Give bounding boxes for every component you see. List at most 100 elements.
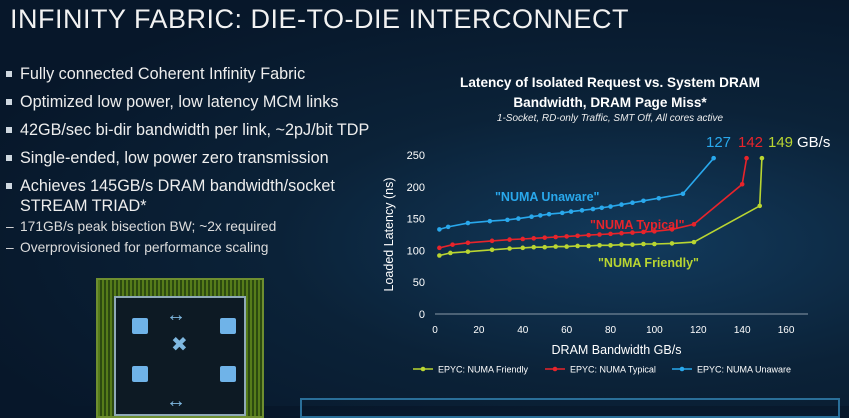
- data-point-friendly: [759, 155, 765, 161]
- x-tick-label: 100: [646, 325, 663, 336]
- data-point-unaware: [619, 202, 624, 207]
- slide-title: INFINITY FABRIC: DIE-TO-DIE INTERCONNECT: [10, 4, 630, 34]
- data-point-typical: [564, 234, 569, 239]
- legend-marker: [679, 366, 685, 372]
- x-tick-label: 0: [432, 325, 438, 336]
- latency-chart: 0 50 100 150 200 250 0 20 40 60 80 100 120 140 160 Load…: [382, 150, 808, 375]
- data-point-typical: [597, 232, 602, 237]
- friendly-bandwidth-label: 149: [768, 134, 794, 151]
- data-point-unaware: [529, 214, 534, 219]
- data-point-unaware: [579, 208, 585, 213]
- sub-bullet-item: – 171GB/s peak bisection BW; ~2x require…: [6, 216, 401, 237]
- data-point-typical: [744, 155, 749, 161]
- data-point-friendly: [608, 243, 613, 248]
- bullet-item: Optimized low power, low latency MCM lin…: [6, 88, 401, 116]
- data-point-unaware: [546, 211, 552, 217]
- y-tick-label: 100: [407, 245, 425, 257]
- data-point-friendly: [757, 203, 763, 209]
- data-point-unaware: [437, 227, 442, 232]
- bullet-item: Single-ended, low power zero transmissio…: [6, 144, 401, 172]
- y-tick-label: 150: [407, 214, 425, 226]
- bullet-list: Fully connected Coherent Infinity Fabric…: [6, 60, 401, 258]
- data-point-friendly: [448, 250, 453, 256]
- x-tick-label: 120: [690, 325, 707, 336]
- y-tick-label: 250: [407, 150, 425, 162]
- data-point-friendly: [691, 239, 697, 245]
- data-point-unaware: [559, 210, 565, 216]
- data-point-typical: [520, 236, 526, 242]
- legend-marker: [552, 366, 558, 372]
- data-point-unaware: [445, 224, 451, 230]
- legend-label: EPYC: NUMA Friendly: [438, 365, 529, 375]
- y-tick-label: 50: [413, 277, 425, 289]
- data-point-unaware: [538, 213, 543, 218]
- sub-bullet-item: – Overprovisioned for performance scalin…: [6, 237, 401, 258]
- data-point-typical: [531, 236, 537, 241]
- data-point-typical: [553, 234, 558, 240]
- data-point-friendly: [465, 249, 471, 254]
- data-point-unaware: [656, 195, 662, 201]
- data-point-typical: [542, 235, 548, 240]
- x-tick-label: 20: [473, 325, 485, 336]
- sub-bullet-text: Overprovisioned for performance scaling: [20, 240, 269, 255]
- data-point-typical: [619, 230, 624, 236]
- x-tick-label: 40: [517, 325, 529, 336]
- die-node: [132, 366, 148, 382]
- dash-glyph: –: [6, 240, 14, 255]
- x-tick-label: 140: [734, 325, 751, 336]
- sub-bullet-text: 171GB/s peak bisection BW; ~2x required: [20, 219, 277, 234]
- data-point-typical: [465, 240, 471, 246]
- series-line-friendly: [439, 158, 763, 257]
- bullet-item: Fully connected Coherent Infinity Fabric: [6, 60, 401, 88]
- chart-title: Latency of Isolated Request vs. System D…: [460, 75, 760, 110]
- legend-label: EPYC: NUMA Unaware: [697, 365, 791, 375]
- data-point-friendly: [652, 241, 657, 247]
- double-arrow-icon: ↔: [166, 304, 186, 326]
- data-point-friendly: [669, 241, 675, 246]
- data-point-unaware: [590, 206, 596, 212]
- data-point-friendly: [597, 243, 602, 248]
- data-point-friendly: [437, 253, 442, 258]
- die-node: [132, 318, 148, 334]
- data-point-typical: [608, 231, 613, 237]
- dash-glyph: –: [6, 219, 14, 234]
- data-point-typical: [739, 181, 745, 187]
- data-point-unaware: [465, 220, 471, 226]
- data-point-friendly: [641, 241, 646, 247]
- data-point-typical: [641, 229, 646, 235]
- data-point-typical: [630, 230, 635, 235]
- bullet-item: 42GB/sec bi-dir bandwidth per link, ~2pJ…: [6, 116, 401, 144]
- x-tick-label: 60: [561, 325, 573, 336]
- data-point-friendly: [630, 242, 635, 247]
- data-point-typical: [652, 229, 657, 234]
- data-point-friendly: [542, 244, 548, 250]
- y-axis-label: Loaded Latency (ns): [382, 178, 396, 292]
- data-point-typical: [586, 232, 591, 238]
- legend-label: EPYC: NUMA Typical: [570, 365, 656, 375]
- data-point-unaware: [487, 218, 493, 224]
- data-point-unaware: [599, 205, 605, 211]
- bullet-item: Achieves 145GB/s DRAM bandwidth/socket S…: [6, 172, 401, 216]
- data-point-typical: [575, 233, 580, 239]
- data-point-typical: [669, 227, 675, 232]
- data-point-unaware: [641, 198, 646, 204]
- annotation-friendly: "NUMA Friendly": [598, 256, 699, 270]
- unaware-bandwidth-label: 127: [706, 134, 732, 151]
- data-point-friendly: [531, 244, 537, 250]
- annotation-unaware: "NUMA Unaware": [495, 190, 600, 204]
- data-point-friendly: [553, 244, 558, 249]
- typical-bandwidth-label: 142: [738, 134, 764, 151]
- y-tick-label: 200: [407, 182, 425, 194]
- data-point-friendly: [489, 247, 495, 253]
- annotation-typical: "NUMA Typical": [590, 218, 685, 232]
- x-tick-label: 160: [778, 325, 795, 336]
- data-point-unaware: [711, 155, 716, 161]
- data-point-unaware: [680, 191, 686, 197]
- die-node: [220, 366, 236, 382]
- data-point-friendly: [575, 243, 580, 249]
- data-point-typical: [507, 237, 512, 242]
- die-node: [220, 318, 236, 334]
- data-point-friendly: [507, 246, 512, 251]
- data-point-unaware: [568, 209, 574, 214]
- bandwidth-unit-label: GB/s: [797, 134, 831, 151]
